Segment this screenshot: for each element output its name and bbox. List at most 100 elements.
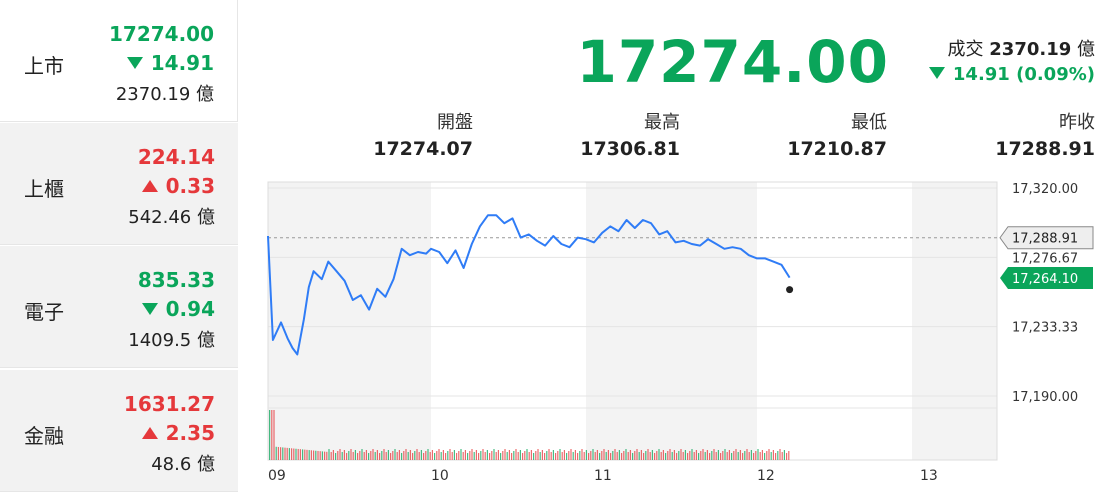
volume-bar xyxy=(330,452,332,460)
volume-bar xyxy=(302,449,304,460)
volume-bar xyxy=(557,451,559,460)
volume-bar xyxy=(706,450,708,460)
volume-bar xyxy=(337,451,339,460)
volume-bar xyxy=(467,453,469,460)
volume-bar xyxy=(530,450,532,460)
volume-bar xyxy=(381,451,383,460)
y-tick-label: 17,233.33 xyxy=(1012,321,1078,336)
volume-bar xyxy=(610,453,612,460)
volume-bar xyxy=(414,451,416,460)
volume-bar xyxy=(728,450,730,460)
volume-bar xyxy=(447,451,449,460)
volume-bar xyxy=(748,452,750,460)
volume-bar xyxy=(788,451,790,460)
volume-bar xyxy=(478,453,480,460)
sidebar-item-volume: 1409.5 億 xyxy=(128,330,215,351)
volume-bar xyxy=(412,453,414,460)
sidebar-item-finance[interactable]: 金融 1631.27 2.35 48.6 億 xyxy=(0,370,238,492)
volume-bar xyxy=(308,450,310,460)
volume-bar xyxy=(352,452,354,460)
volume-bar xyxy=(475,450,477,460)
session-band xyxy=(912,182,997,460)
volume-bar xyxy=(328,449,330,460)
volume-bar xyxy=(464,450,466,460)
volume-bar xyxy=(779,449,781,460)
volume-bar xyxy=(504,449,506,460)
volume-bar xyxy=(277,446,279,460)
volume-bar xyxy=(515,449,517,460)
volume-bar xyxy=(643,453,645,460)
volume-bar xyxy=(673,450,675,460)
volume-bar xyxy=(434,453,436,460)
volume-bar xyxy=(651,450,653,460)
volume-bar xyxy=(405,449,407,460)
volume-bar xyxy=(662,450,664,460)
price-line xyxy=(267,214,791,356)
volume-bar xyxy=(416,449,418,460)
volume-bar xyxy=(592,449,594,460)
trade-volume-value: 2370.19 xyxy=(989,39,1072,60)
volume-bar xyxy=(346,453,348,460)
volume-bar xyxy=(698,453,700,460)
volume-bar xyxy=(632,453,634,460)
volume-bar xyxy=(473,452,475,460)
sidebar-item-price: 224.14 xyxy=(137,145,215,169)
volume-bar xyxy=(420,450,422,460)
sidebar-item-change-value: 0.94 xyxy=(165,297,215,321)
x-tick-label: 10 xyxy=(431,468,449,484)
volume-bar xyxy=(449,449,451,460)
volume-bar xyxy=(438,449,440,460)
volume-bar xyxy=(607,450,609,460)
sidebar-item-change-value: 14.91 xyxy=(150,51,214,75)
stat-high: 最高 17306.81 xyxy=(480,108,680,160)
sidebar-item-change-value: 2.35 xyxy=(165,421,215,445)
volume-bar xyxy=(627,452,629,460)
volume-bar xyxy=(335,453,337,460)
volume-bar xyxy=(541,450,543,460)
trade-volume: 成交 2370.19 億 xyxy=(948,35,1095,61)
sidebar-item-electronics[interactable]: 電子 835.33 0.94 1409.5 億 xyxy=(0,246,238,368)
volume-bar xyxy=(577,453,579,460)
sidebar-item-twse[interactable]: 上市 17274.00 14.91 2370.19 億 xyxy=(0,0,238,122)
volume-bar xyxy=(625,449,627,460)
volume-bar xyxy=(546,451,548,460)
volume-bar xyxy=(764,453,766,460)
volume-bar xyxy=(489,453,491,460)
triangle-up-icon xyxy=(141,179,158,192)
volume-bar xyxy=(656,451,658,460)
volume-bar xyxy=(684,450,686,460)
volume-bar xyxy=(594,452,596,460)
reference-badge xyxy=(999,226,1094,250)
volume-bar xyxy=(581,449,583,460)
price-change: 14.91 (0.09%) xyxy=(928,64,1095,85)
last-price-dot xyxy=(786,286,794,294)
volume-bar xyxy=(482,449,484,460)
stat-value: 17306.81 xyxy=(580,138,680,160)
volume-bar xyxy=(357,453,359,460)
volume-bar xyxy=(709,453,711,460)
last-price-badge xyxy=(1000,267,1093,289)
sidebar-item-label: 金融 xyxy=(24,424,64,448)
stat-label: 最低 xyxy=(851,112,887,133)
volume-bar xyxy=(601,451,603,460)
y-tick-label: 17,190.00 xyxy=(1012,390,1078,405)
triangle-down-icon xyxy=(928,67,945,79)
volume-bar xyxy=(517,452,519,460)
sidebar-item-otc[interactable]: 上櫃 224.14 0.33 542.46 億 xyxy=(0,123,238,245)
volume-bar xyxy=(544,453,546,460)
volume-bar xyxy=(715,452,717,460)
index-sidebar: 上市 17274.00 14.91 2370.19 億 上櫃 224.14 0.… xyxy=(0,0,238,494)
volume-bar xyxy=(286,447,288,460)
volume-bar xyxy=(299,449,301,460)
volume-bar xyxy=(508,450,510,460)
volume-bar xyxy=(427,449,429,460)
volume-bar xyxy=(561,452,563,460)
volume-bar xyxy=(731,453,733,460)
volume-bar xyxy=(537,449,539,460)
volume-bar xyxy=(480,451,482,460)
volume-bar xyxy=(500,453,502,460)
volume-bar xyxy=(392,451,394,460)
volume-bar xyxy=(528,452,530,460)
volume-bar xyxy=(667,451,669,460)
